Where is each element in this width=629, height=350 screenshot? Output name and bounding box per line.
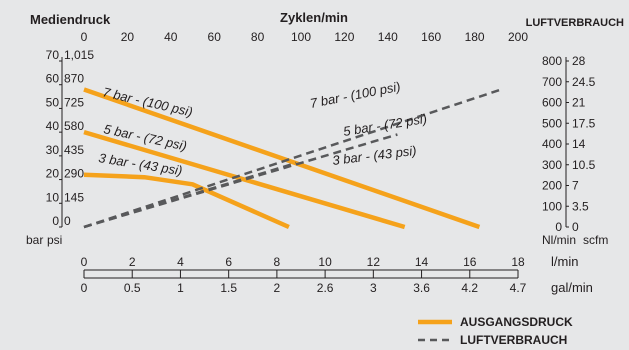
left-psi-tick-label: 435 <box>64 143 84 157</box>
outlet-pressure-line-1 <box>83 87 481 230</box>
right-nlmin-tick-label: 200 <box>542 179 562 193</box>
right-scfm-tick-label: 14 <box>572 137 586 151</box>
right-nlmin-tick-label: 500 <box>542 116 562 130</box>
left-bar-tick-label: 70 <box>46 48 60 62</box>
left-bar-tick-label: 20 <box>46 167 60 181</box>
bottom-1-unit-label: l/min <box>551 254 578 269</box>
left-psi-tick-label: 870 <box>64 72 84 86</box>
legend-label-outlet-pressure: AUSGANGSDRUCK <box>460 315 573 329</box>
bottom-1-tick-label: 18 <box>511 255 525 269</box>
bottom-1-tick-label: 8 <box>274 255 281 269</box>
top-tick-label: 40 <box>164 30 178 44</box>
bottom-1-tick-label: 10 <box>318 255 332 269</box>
left-bar-tick-label: 40 <box>46 119 60 133</box>
bottom-1-tick-label: 14 <box>415 255 429 269</box>
top-tick-label: 100 <box>291 30 311 44</box>
top-axis: 0 20 40 60 80 100 120 140 160 180 200 <box>81 30 529 44</box>
bottom-2-tick-label: 0.5 <box>124 281 141 295</box>
right-scfm-tick-label: 24.5 <box>572 75 596 89</box>
bottom-2-tick-label: 3.6 <box>413 281 430 295</box>
air-consumption-label-2: 5 bar - (72 psi) <box>342 111 428 139</box>
outlet-pressure-line-3 <box>83 172 290 230</box>
plot-series: 7 bar - (100 psi)5 bar - (72 psi)3 bar -… <box>83 79 502 230</box>
left-bar-tick-label: 10 <box>46 190 60 204</box>
right-axis-title: LUFTVERBRAUCH <box>526 17 624 29</box>
bottom-1-tick-label: 6 <box>225 255 232 269</box>
top-tick-label: 60 <box>208 30 222 44</box>
right-nlmin-tick-label: 700 <box>542 75 562 89</box>
left-psi-tick-label: 580 <box>64 119 84 133</box>
bottom-2-tick-label: 0 <box>81 281 88 295</box>
left-bar-unit-label: bar <box>26 233 43 247</box>
left-psi-unit-label: psi <box>47 233 62 247</box>
left-axis: 0 0 10 145 20 290 30 435 40 580 50 725 60 870 70 1,015 b… <box>26 48 94 247</box>
top-tick-label: 180 <box>465 30 485 44</box>
outlet-pressure-label-1: 7 bar - (100 psi) <box>101 84 194 119</box>
bottom-1-tick-label: 16 <box>463 255 477 269</box>
right-nlmin-unit-label: Nl/min <box>542 233 576 247</box>
air-consumption-label-3: 3 bar - (43 psi) <box>332 143 418 168</box>
bottom-1-tick-label: 12 <box>367 255 381 269</box>
outlet-pressure-line-2 <box>83 129 406 230</box>
right-scfm-tick-label: 21 <box>572 96 586 110</box>
right-scfm-unit-label: scfm <box>583 233 608 247</box>
top-tick-label: 20 <box>121 30 135 44</box>
right-nlmin-tick-label: 400 <box>542 137 562 151</box>
bottom-2-tick-label: 2 <box>274 281 281 295</box>
right-nlmin-tick-label: 300 <box>542 158 562 172</box>
top-tick-label: 200 <box>508 30 528 44</box>
right-scfm-tick-label: 10.5 <box>572 158 596 172</box>
left-psi-tick-label: 0 <box>64 214 71 228</box>
top-tick-label: 0 <box>81 30 88 44</box>
left-psi-tick-label: 1,015 <box>64 48 94 62</box>
left-psi-tick-label: 725 <box>64 95 84 109</box>
left-bar-tick-label: 0 <box>52 214 59 228</box>
left-bar-tick-label: 30 <box>46 143 60 157</box>
right-scfm-tick-label: 7 <box>572 179 579 193</box>
right-scfm-tick-label: 0 <box>572 220 579 234</box>
right-scfm-tick-label: 3.5 <box>572 199 589 213</box>
bottom-1-tick-label: 2 <box>129 255 136 269</box>
right-nlmin-tick-label: 800 <box>542 54 562 68</box>
legend: AUSGANGSDRUCK LUFTVERBRAUCH <box>418 315 573 347</box>
top-axis-title: Zyklen/min <box>280 10 348 25</box>
left-bar-tick-label: 50 <box>46 95 60 109</box>
bottom-2-tick-label: 1.5 <box>220 281 237 295</box>
air-consumption-line-1 <box>83 88 502 229</box>
top-tick-label: 80 <box>251 30 265 44</box>
left-psi-tick-label: 145 <box>64 190 84 204</box>
right-scfm-tick-label: 17.5 <box>572 116 596 130</box>
right-nlmin-tick-label: 0 <box>555 220 562 234</box>
left-axis-title: Mediendruck <box>30 12 111 27</box>
bottom-2-tick-label: 4.2 <box>461 281 478 295</box>
bottom-axis-flow-lmin: 0 2 4 6 8 10 12 14 16 18 l/min <box>81 254 578 274</box>
top-tick-label: 160 <box>421 30 441 44</box>
bottom-1-tick-label: 0 <box>81 255 88 269</box>
bottom-2-tick-label: 3 <box>370 281 377 295</box>
bottom-2-tick-label: 4.7 <box>510 281 527 295</box>
air-consumption-line-3 <box>83 161 297 229</box>
top-tick-label: 140 <box>378 30 398 44</box>
bottom-2-unit-label: gal/min <box>551 280 593 295</box>
top-tick-label: 120 <box>334 30 354 44</box>
right-nlmin-tick-label: 600 <box>542 96 562 110</box>
left-psi-tick-label: 290 <box>64 167 84 181</box>
right-axis: 0 0 100 3.5 200 7 300 10.5 400 14 500 17.5 600 21 700 2… <box>542 54 608 247</box>
right-nlmin-tick-label: 100 <box>542 199 562 213</box>
right-scfm-tick-label: 28 <box>572 54 586 68</box>
air-consumption-label-1: 7 bar - (100 psi) <box>309 79 402 111</box>
bottom-2-tick-label: 1 <box>177 281 184 295</box>
bottom-axis-flow-galmin: 0 0.5 1 1.5 2 2.6 3 3.6 4.2 4.7 gal/min <box>81 274 593 295</box>
legend-label-air-consumption: LUFTVERBRAUCH <box>460 333 567 347</box>
bottom-1-tick-label: 4 <box>177 255 184 269</box>
left-bar-tick-label: 60 <box>46 72 60 86</box>
bottom-2-tick-label: 2.6 <box>317 281 334 295</box>
